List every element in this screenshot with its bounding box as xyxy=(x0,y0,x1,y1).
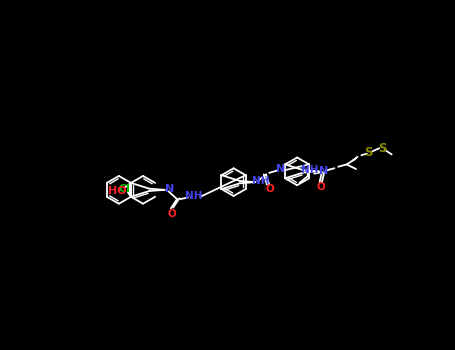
Text: NH: NH xyxy=(185,191,203,201)
Text: S: S xyxy=(364,146,373,159)
Text: O: O xyxy=(167,209,176,219)
Text: HO: HO xyxy=(108,187,126,196)
Text: O: O xyxy=(317,182,325,192)
Text: S: S xyxy=(378,142,387,155)
Text: Cl: Cl xyxy=(119,184,131,194)
Text: N: N xyxy=(319,166,328,176)
Text: NH: NH xyxy=(252,176,269,186)
Text: N: N xyxy=(276,164,285,174)
Text: NH: NH xyxy=(301,165,318,175)
Text: N: N xyxy=(166,184,175,194)
Text: O: O xyxy=(266,184,274,194)
